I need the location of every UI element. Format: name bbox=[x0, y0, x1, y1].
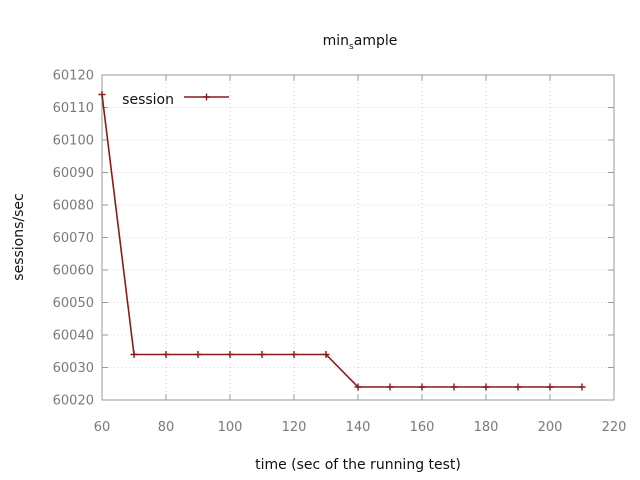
y-tick-label: 60070 bbox=[53, 231, 94, 246]
x-tick-label: 180 bbox=[474, 420, 499, 435]
data-point bbox=[194, 351, 202, 358]
chart-title-main: min bbox=[323, 33, 349, 49]
x-tick-label: 120 bbox=[282, 420, 307, 435]
series-layer bbox=[98, 91, 586, 391]
data-point bbox=[418, 383, 426, 391]
data-point bbox=[290, 351, 298, 358]
y-tick-label: 60080 bbox=[53, 199, 94, 214]
chart-title-rest: ample bbox=[354, 33, 398, 49]
data-point bbox=[130, 351, 138, 358]
data-point bbox=[226, 351, 234, 358]
legend-marker-session bbox=[203, 93, 210, 101]
data-point bbox=[546, 383, 554, 391]
y-tick-label: 60040 bbox=[53, 329, 94, 344]
y-tick-label: 60030 bbox=[53, 361, 94, 376]
data-point bbox=[514, 383, 522, 391]
series-line-session bbox=[101, 94, 582, 388]
chart-title: minsample bbox=[323, 33, 398, 52]
data-point bbox=[162, 351, 170, 358]
data-point bbox=[450, 383, 458, 391]
data-point bbox=[482, 383, 490, 391]
data-point bbox=[258, 351, 266, 358]
y-tick-label: 60120 bbox=[53, 69, 94, 84]
x-tick-label: 200 bbox=[538, 420, 563, 435]
y-tick-label: 60050 bbox=[53, 296, 94, 311]
x-tick-label: 60 bbox=[94, 420, 111, 435]
y-tick-label: 60020 bbox=[53, 394, 94, 409]
data-point bbox=[98, 91, 106, 98]
x-tick-label: 220 bbox=[602, 420, 627, 435]
grid bbox=[102, 75, 614, 400]
x-tick-label: 140 bbox=[346, 420, 371, 435]
data-point bbox=[354, 383, 362, 391]
x-tick-label: 80 bbox=[158, 420, 175, 435]
x-tick-label: 100 bbox=[218, 420, 243, 435]
chart-title-subscript: s bbox=[349, 42, 354, 52]
data-point bbox=[322, 351, 330, 358]
x-tick-label: 160 bbox=[410, 420, 435, 435]
y-axis-title: sessions/sec bbox=[11, 193, 27, 280]
y-tick-label: 60100 bbox=[53, 134, 94, 149]
legend: session bbox=[122, 92, 229, 108]
x-axis-title: time (sec of the running test) bbox=[255, 457, 461, 473]
y-tick-label: 60060 bbox=[53, 264, 94, 279]
data-point bbox=[386, 383, 394, 391]
data-point bbox=[578, 383, 586, 391]
axis-ticks: 60020 60030 60040 60050 60060 60070 60080 60090… bbox=[53, 69, 627, 436]
legend-label-session: session bbox=[122, 92, 174, 108]
y-tick-label: 60110 bbox=[53, 101, 94, 116]
y-tick-label: 60090 bbox=[53, 166, 94, 181]
